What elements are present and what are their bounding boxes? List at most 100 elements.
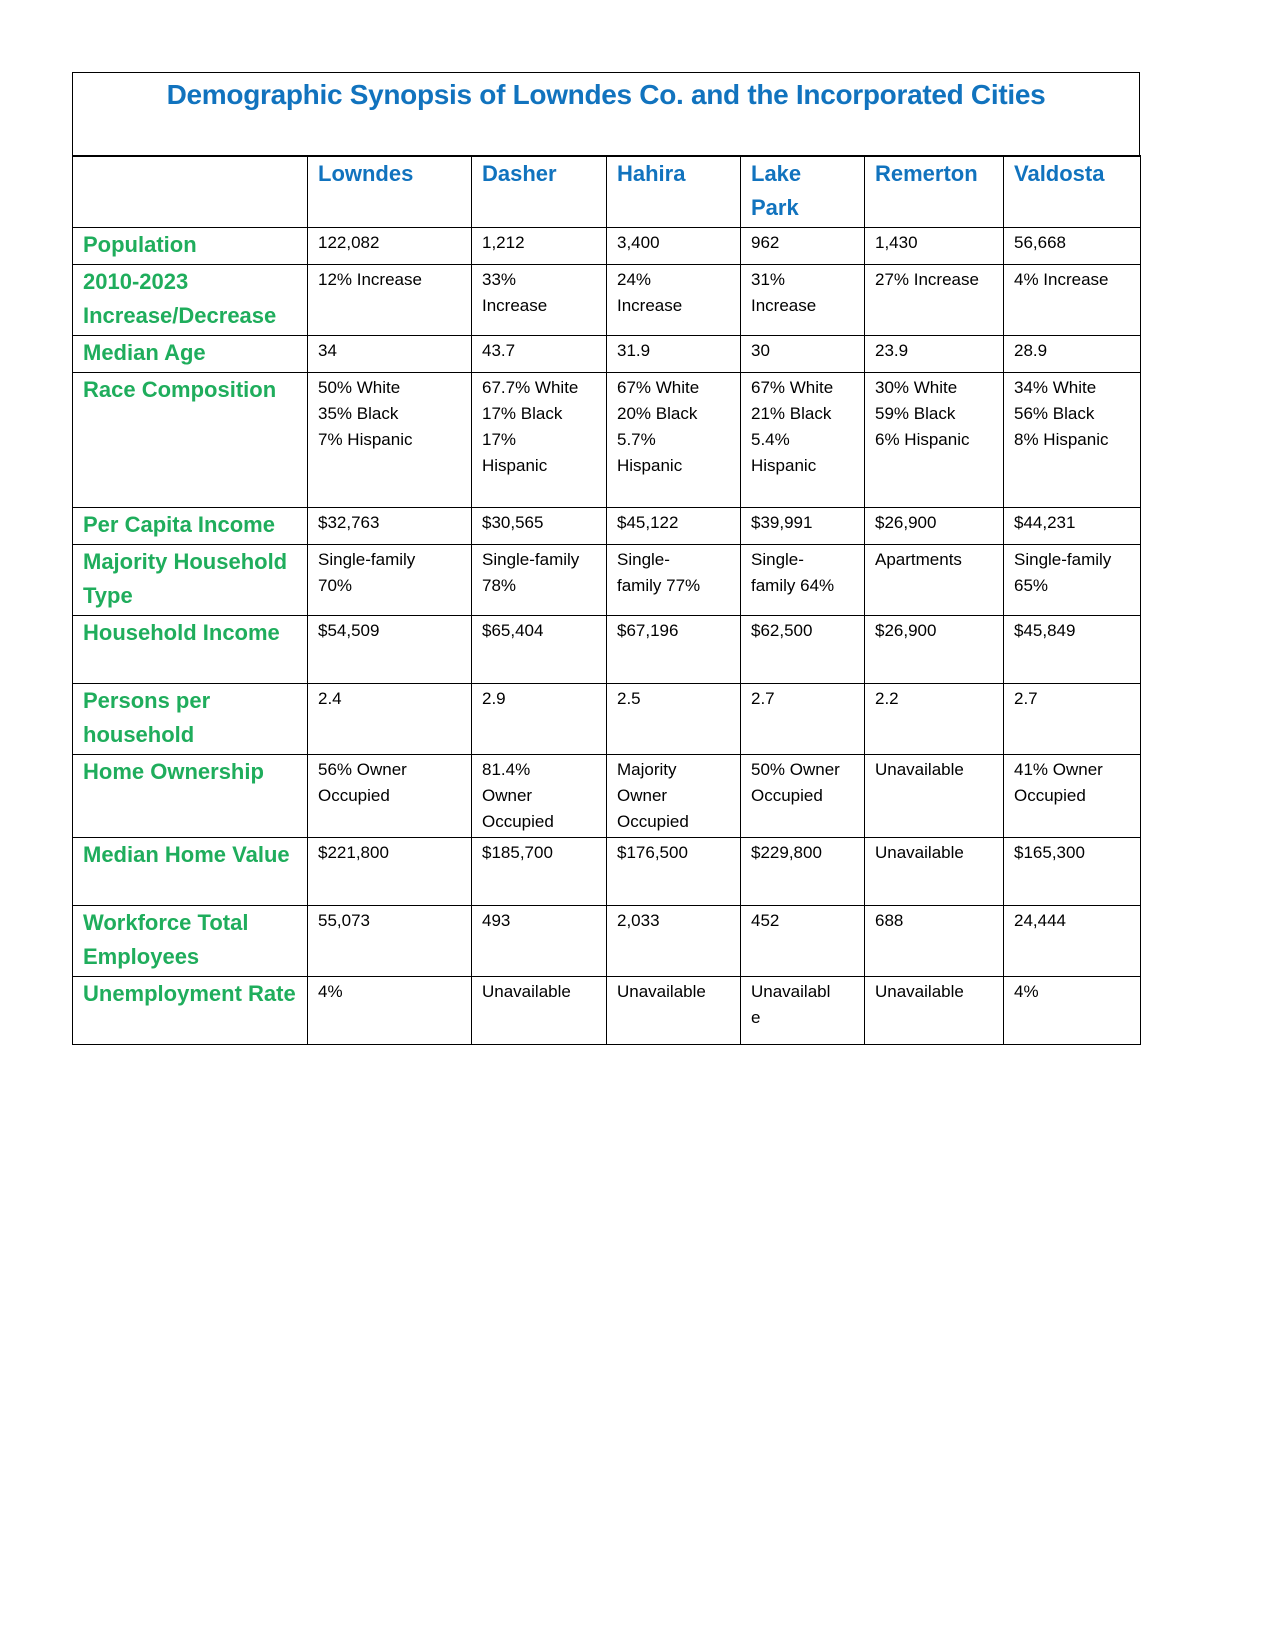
data-cell: 31% Increase <box>740 264 865 336</box>
data-cell: $176,500 <box>606 837 741 906</box>
row-label: Median Home Value <box>72 837 308 906</box>
data-cell: 1,430 <box>864 227 1004 265</box>
data-cell: 962 <box>740 227 865 265</box>
demographic-table-container: Demographic Synopsis of Lowndes Co. and … <box>72 72 1141 1045</box>
data-cell: Single- family 77% <box>606 544 741 616</box>
column-header: Remerton <box>864 155 1004 228</box>
data-cell: Unavailable <box>864 837 1004 906</box>
data-cell: 30 <box>740 335 865 373</box>
column-header: Lake Park <box>740 155 865 228</box>
data-cell: 28.9 <box>1003 335 1141 373</box>
row-label: Unemployment Rate <box>72 976 308 1045</box>
data-cell: 67% White 21% Black 5.4% Hispanic <box>740 372 865 508</box>
data-cell: 2.5 <box>606 683 741 755</box>
row-label: Home Ownership <box>72 754 308 838</box>
data-cell: 493 <box>471 905 607 977</box>
data-cell: 56,668 <box>1003 227 1141 265</box>
data-cell: $45,122 <box>606 507 741 545</box>
data-cell: 56% Owner Occupied <box>307 754 472 838</box>
data-cell: Unavailabl e <box>740 976 865 1045</box>
data-cell: $26,900 <box>864 507 1004 545</box>
data-cell: 81.4% Owner Occupied <box>471 754 607 838</box>
data-cell: 688 <box>864 905 1004 977</box>
data-cell: Single- family 64% <box>740 544 865 616</box>
page-title: Demographic Synopsis of Lowndes Co. and … <box>166 79 1046 110</box>
data-cell: 50% Owner Occupied <box>740 754 865 838</box>
data-cell: 2.7 <box>1003 683 1141 755</box>
data-cell: 1,212 <box>471 227 607 265</box>
data-cell: 4% Increase <box>1003 264 1141 336</box>
row-label: Workforce Total Employees <box>72 905 308 977</box>
data-cell: 122,082 <box>307 227 472 265</box>
data-cell: 2.7 <box>740 683 865 755</box>
header-row: Lowndes Dasher Hahira Lake Park Remerton Vald… <box>72 155 1141 228</box>
row-label: Median Age <box>72 335 308 373</box>
data-cell: $221,800 <box>307 837 472 906</box>
data-cell: Apartments <box>864 544 1004 616</box>
data-cell: 34% White 56% Black 8% Hispanic <box>1003 372 1141 508</box>
data-cell: $30,565 <box>471 507 607 545</box>
table-row: Workforce Total Employees 55,073 493 2,033 4… <box>72 905 1141 977</box>
data-cell: $44,231 <box>1003 507 1141 545</box>
row-label: Household Income <box>72 615 308 684</box>
data-cell: 43.7 <box>471 335 607 373</box>
demographic-table: Lowndes Dasher Hahira Lake Park Remerton Vald… <box>72 155 1141 1045</box>
data-cell: $39,991 <box>740 507 865 545</box>
data-cell: Majority Owner Occupied <box>606 754 741 838</box>
data-cell: 24% Increase <box>606 264 741 336</box>
data-cell: Unavailable <box>471 976 607 1045</box>
table-row: Median Home Value $221,800 $185,700 $176,50… <box>72 837 1141 906</box>
data-cell: 30% White 59% Black 6% Hispanic <box>864 372 1004 508</box>
column-header: Dasher <box>471 155 607 228</box>
header-empty-cell <box>72 155 308 228</box>
data-cell: 2,033 <box>606 905 741 977</box>
table-row: Race Composition 50% White 35% Black 7% H… <box>72 372 1141 508</box>
data-cell: 34 <box>307 335 472 373</box>
data-cell: 4% <box>1003 976 1141 1045</box>
data-cell: Single-family 70% <box>307 544 472 616</box>
column-header: Lowndes <box>307 155 472 228</box>
data-cell: 452 <box>740 905 865 977</box>
data-cell: 67.7% White 17% Black 17% Hispanic <box>471 372 607 508</box>
data-cell: 41% Owner Occupied <box>1003 754 1141 838</box>
row-label: Race Composition <box>72 372 308 508</box>
data-cell: 4% <box>307 976 472 1045</box>
table-row: Unemployment Rate 4% Unavailable Unavailabl… <box>72 976 1141 1045</box>
table-row: 2010-2023 Increase/Decrease 12% Increase 3… <box>72 264 1141 336</box>
row-label: Majority Household Type <box>72 544 308 616</box>
table-row: Per Capita Income $32,763 $30,565 $45,122 $3… <box>72 507 1141 545</box>
data-cell: $65,404 <box>471 615 607 684</box>
data-cell: Unavailable <box>864 976 1004 1045</box>
column-header: Valdosta <box>1003 155 1141 228</box>
data-cell: 50% White 35% Black 7% Hispanic <box>307 372 472 508</box>
data-cell: $62,500 <box>740 615 865 684</box>
data-cell: $229,800 <box>740 837 865 906</box>
data-cell: 55,073 <box>307 905 472 977</box>
row-label: 2010-2023 Increase/Decrease <box>72 264 308 336</box>
data-cell: $185,700 <box>471 837 607 906</box>
data-cell: 33% Increase <box>471 264 607 336</box>
data-cell: 12% Increase <box>307 264 472 336</box>
table-row: Population 122,082 1,212 3,400 962 1,430 56,66… <box>72 227 1141 265</box>
data-cell: $26,900 <box>864 615 1004 684</box>
data-cell: 2.2 <box>864 683 1004 755</box>
column-header: Hahira <box>606 155 741 228</box>
table-row: Household Income $54,509 $65,404 $67,196 $62… <box>72 615 1141 684</box>
data-cell: $67,196 <box>606 615 741 684</box>
data-cell: 2.4 <box>307 683 472 755</box>
data-cell: 23.9 <box>864 335 1004 373</box>
data-cell: 24,444 <box>1003 905 1141 977</box>
row-label: Per Capita Income <box>72 507 308 545</box>
data-cell: 67% White 20% Black 5.7% Hispanic <box>606 372 741 508</box>
data-cell: 2.9 <box>471 683 607 755</box>
data-cell: $45,849 <box>1003 615 1141 684</box>
data-cell: Unavailable <box>864 754 1004 838</box>
table-row: Home Ownership 56% Owner Occupied 81.4% Ow… <box>72 754 1141 838</box>
data-cell: 27% Increase <box>864 264 1004 336</box>
data-cell: 3,400 <box>606 227 741 265</box>
row-label: Persons per household <box>72 683 308 755</box>
data-cell: Unavailable <box>606 976 741 1045</box>
data-cell: Single-family 65% <box>1003 544 1141 616</box>
row-label: Population <box>72 227 308 265</box>
data-cell: $54,509 <box>307 615 472 684</box>
